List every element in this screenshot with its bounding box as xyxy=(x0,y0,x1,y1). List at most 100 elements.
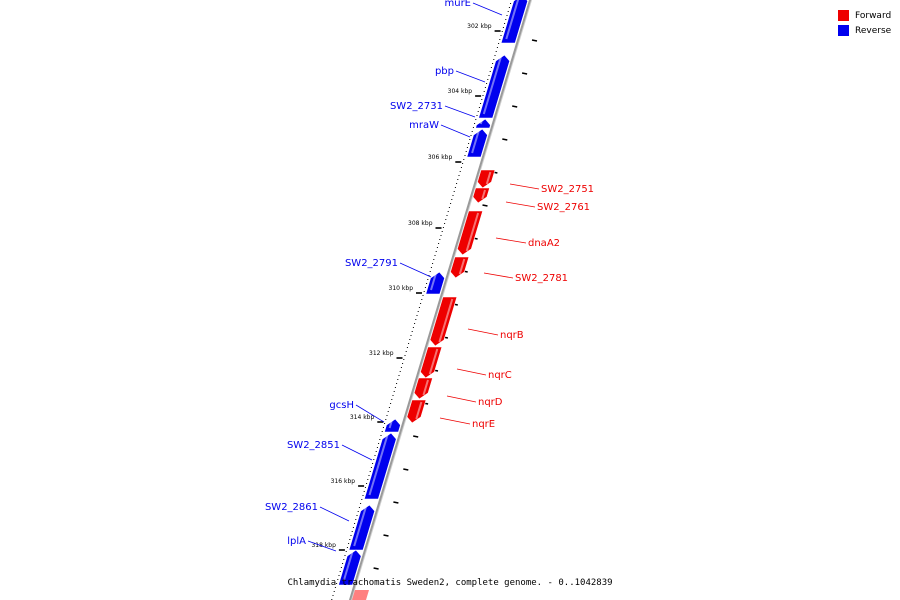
gene-features xyxy=(338,0,529,600)
gene-leader-line xyxy=(319,506,350,522)
gene-SW2_2751[interactable] xyxy=(477,169,496,189)
scale-dot xyxy=(362,495,364,496)
scale-tick xyxy=(383,534,389,537)
gene-label-lplA[interactable]: lplA xyxy=(287,536,306,547)
gene-label-SW2_2761[interactable]: SW2_2761 xyxy=(537,202,590,213)
tick-label: 318 kbp xyxy=(311,542,336,549)
scale-dot xyxy=(367,479,369,480)
scale-dot xyxy=(450,203,452,204)
scale-dot xyxy=(349,539,351,540)
scale-dot xyxy=(333,591,335,592)
scale-dot xyxy=(368,475,370,476)
gene-arrow[interactable] xyxy=(425,271,445,295)
gene-arrow[interactable] xyxy=(429,296,458,347)
gene-nqrB[interactable] xyxy=(429,296,458,347)
scale-dot xyxy=(415,319,417,320)
scale-dot xyxy=(463,159,465,160)
gene-arrow[interactable] xyxy=(477,169,496,189)
scale-dot xyxy=(454,187,456,188)
scale-dot xyxy=(430,267,432,268)
gene-label-nqrE[interactable]: nqrE xyxy=(472,419,495,430)
gene-labels: murE pbp SW2_2731 mraW SW2_2751 SW2_2761 dnaA2… xyxy=(265,0,594,552)
gene-arrow[interactable] xyxy=(466,128,488,158)
gene-leader-line xyxy=(444,105,476,118)
tick-label: 316 kbp xyxy=(331,478,356,485)
gene-label-dnaA2[interactable]: dnaA2 xyxy=(528,238,560,249)
gene-highlight xyxy=(353,506,367,547)
gene-arrow[interactable] xyxy=(413,377,434,400)
scale-dot xyxy=(332,595,334,596)
tick-label: 314 kbp xyxy=(350,414,375,421)
scale-dot xyxy=(399,371,401,372)
scale-dot xyxy=(351,531,353,532)
gene-gcsH[interactable] xyxy=(383,418,401,433)
gene-arrow[interactable] xyxy=(406,399,427,424)
gene-arrow[interactable] xyxy=(363,432,397,500)
gene-SW2_2791[interactable] xyxy=(425,271,445,295)
gene-arrow[interactable] xyxy=(478,54,511,119)
gene-label-murE[interactable]: murE xyxy=(444,0,471,9)
gene-label-SW2_2781[interactable]: SW2_2781 xyxy=(515,273,568,284)
gene-nqrD[interactable] xyxy=(413,377,434,400)
gene-leader-line xyxy=(439,417,471,425)
gene-highlight xyxy=(458,258,466,275)
scale-dot xyxy=(370,467,372,468)
gene-label-nqrD[interactable]: nqrD xyxy=(478,397,503,408)
gene-label-gcsH[interactable]: gcsH xyxy=(329,400,354,411)
scale-dot xyxy=(427,279,429,280)
scale-dot xyxy=(369,471,371,472)
gene-SW2_2761[interactable] xyxy=(472,187,491,204)
scale-dot xyxy=(460,167,462,168)
gene-arrow[interactable] xyxy=(420,346,443,379)
scale-dot xyxy=(345,551,347,552)
scale-dot xyxy=(434,255,436,256)
gene-pbp[interactable] xyxy=(478,54,511,119)
gene-highlight xyxy=(388,420,393,429)
gene-arrow[interactable] xyxy=(338,549,362,586)
gene-label-SW2_2861[interactable]: SW2_2861 xyxy=(265,502,318,513)
scale-dot xyxy=(410,335,412,336)
gene-highlight xyxy=(482,56,502,115)
gene-SW2_2731[interactable] xyxy=(475,118,491,129)
gene-label-mraW[interactable]: mraW xyxy=(409,120,439,131)
scale-dot xyxy=(505,19,507,20)
scale-dot xyxy=(474,123,476,124)
gene-label-SW2_2751[interactable]: SW2_2751 xyxy=(541,184,594,195)
gene-nqrE[interactable] xyxy=(406,399,427,424)
scale-dot xyxy=(343,559,345,560)
gene-murE[interactable] xyxy=(500,0,529,44)
scale-dot xyxy=(411,331,413,332)
gene-SW2_2781[interactable] xyxy=(450,256,470,279)
gene-label-nqrB[interactable]: nqrB xyxy=(500,330,524,341)
gene-SW2_2851[interactable] xyxy=(363,432,397,500)
scale-dot xyxy=(348,543,350,544)
gene-arrow[interactable] xyxy=(475,118,491,129)
scale-tick xyxy=(521,72,528,75)
gene-arrow[interactable] xyxy=(383,418,401,433)
scale-tick xyxy=(482,204,488,207)
gene-nqrC[interactable] xyxy=(420,346,443,379)
gene-leader-line xyxy=(495,237,527,244)
gene-dnaA2[interactable] xyxy=(456,210,484,256)
gene-arrow[interactable] xyxy=(456,210,484,256)
scale-dot xyxy=(418,307,420,308)
gene-label-SW2_2731[interactable]: SW2_2731 xyxy=(390,101,443,112)
gene-lplA[interactable] xyxy=(338,549,362,586)
scale-dot xyxy=(484,87,486,88)
scale-dot xyxy=(477,111,479,112)
gene-label-SW2_2791[interactable]: SW2_2791 xyxy=(345,258,398,269)
gene-label-SW2_2851[interactable]: SW2_2851 xyxy=(287,440,340,451)
scale-dot xyxy=(500,35,502,36)
scale-dot xyxy=(402,363,404,364)
gene-arrow[interactable] xyxy=(472,187,491,204)
scale-dot xyxy=(493,59,495,60)
gene-arrow[interactable] xyxy=(450,256,470,279)
gene-label-pbp[interactable]: pbp xyxy=(435,66,454,77)
gene-arrow[interactable] xyxy=(500,0,529,44)
gene-highlight xyxy=(438,298,454,343)
gene-mraW[interactable] xyxy=(466,128,488,158)
gene-label-nqrC[interactable]: nqrC xyxy=(488,370,512,381)
scale-dot xyxy=(375,451,377,452)
gene-highlight xyxy=(481,189,486,200)
